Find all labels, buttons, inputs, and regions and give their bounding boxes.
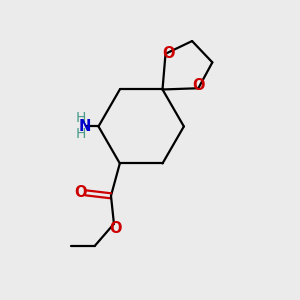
Text: H: H bbox=[76, 112, 86, 125]
Text: O: O bbox=[162, 46, 175, 61]
Text: O: O bbox=[109, 221, 122, 236]
Text: O: O bbox=[192, 78, 205, 93]
Text: H: H bbox=[76, 128, 86, 141]
Text: O: O bbox=[74, 185, 87, 200]
Text: N: N bbox=[78, 119, 91, 134]
